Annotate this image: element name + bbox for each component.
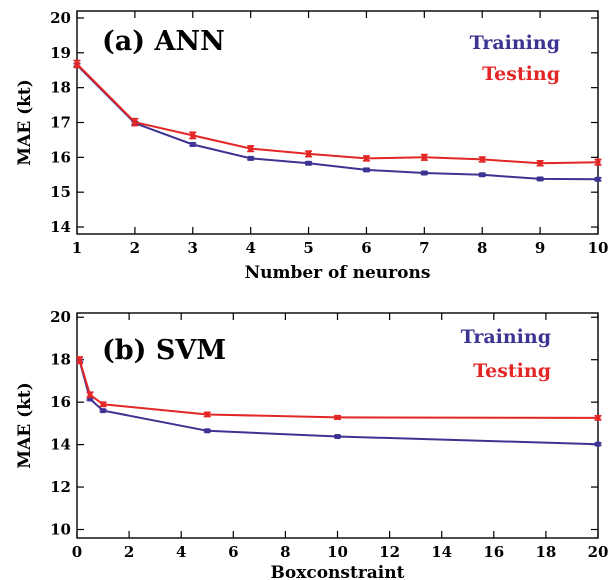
data-point-testing [363, 155, 369, 161]
x-tick-label: 6 [361, 239, 371, 257]
legend-training: Training [461, 326, 551, 348]
x-tick-label: 10 [327, 543, 348, 561]
x-tick-label: 3 [188, 239, 198, 257]
panel-svm: 0 2 4 6 8 10 12 14 16 18 20 10 12 14 16 18 20 (b) SVM Trai… [15, 308, 608, 580]
x-tick-label: 0 [72, 543, 82, 561]
x-tick-label: 4 [176, 543, 186, 561]
y-tick-label: 18 [50, 351, 71, 369]
data-point-training [537, 176, 543, 182]
data-point-testing [87, 392, 93, 398]
panel-title: (a) ANN [102, 26, 225, 57]
legend-training: Training [470, 32, 560, 54]
legend-testing: Testing [482, 63, 560, 85]
y-tick-label: 16 [50, 148, 71, 166]
x-tick-label: 12 [379, 543, 400, 561]
y-tick-label: 10 [50, 521, 71, 539]
series-line-testing [76, 63, 599, 165]
y-tick-label: 20 [50, 308, 71, 326]
data-point-training [421, 170, 427, 176]
data-point-testing [421, 154, 427, 160]
x-axis-title: Boxconstraint [271, 563, 405, 580]
data-point-training [363, 167, 369, 173]
data-point-testing [248, 146, 254, 152]
data-point-training [204, 428, 210, 434]
legend-testing: Testing [473, 360, 551, 382]
data-point-testing [595, 159, 601, 165]
y-tick-label: 18 [50, 79, 71, 97]
y-tick-label: 17 [50, 114, 71, 132]
data-point-testing [595, 415, 601, 421]
data-point-training [306, 160, 312, 166]
data-point-testing [204, 411, 210, 417]
data-point-testing [74, 61, 80, 67]
x-tick-label: 9 [535, 239, 545, 257]
data-point-training [335, 434, 340, 440]
x-tick-label: 8 [280, 543, 290, 561]
data-point-training [248, 155, 254, 161]
data-point-training [595, 176, 601, 182]
x-tick-label: 8 [477, 239, 487, 257]
data-point-training [190, 141, 196, 147]
data-point-testing [190, 132, 196, 138]
x-tick-label: 4 [245, 239, 255, 257]
panel-title: (b) SVM [102, 335, 226, 366]
data-point-testing [77, 357, 83, 363]
data-point-testing [335, 414, 340, 420]
y-tick-label: 19 [50, 44, 71, 62]
x-tick-label: 10 [588, 239, 609, 257]
data-point-testing [537, 160, 543, 166]
x-tick-label: 5 [303, 239, 313, 257]
panel-ann: 1 2 3 4 5 6 7 8 9 10 14 15 16 17 18 19 20 (a) ANN Training… [15, 9, 608, 283]
x-tick-label: 1 [72, 239, 82, 257]
series-line-training [76, 64, 599, 181]
y-tick-label: 14 [50, 218, 71, 236]
x-tick-label: 7 [419, 239, 429, 257]
x-tick-label: 20 [588, 543, 609, 561]
x-tick-label: 6 [228, 543, 238, 561]
y-tick-label: 16 [50, 393, 71, 411]
x-tick-label: 14 [431, 543, 452, 561]
data-point-testing [306, 151, 312, 157]
y-tick-label: 14 [50, 436, 71, 454]
x-tick-label: 2 [130, 239, 140, 257]
y-axis-title: MAE (kt) [15, 382, 35, 469]
data-point-testing [479, 156, 485, 162]
data-point-training [595, 441, 601, 447]
data-point-testing [100, 401, 106, 407]
data-point-training [479, 172, 485, 178]
y-tick-label: 15 [50, 183, 71, 201]
data-point-training [100, 408, 106, 414]
y-axis-title: MAE (kt) [15, 79, 35, 166]
data-point-training [87, 396, 93, 402]
x-tick-label: 16 [483, 543, 504, 561]
y-tick-label: 20 [50, 9, 71, 27]
x-axis-title: Number of neurons [245, 263, 431, 283]
series-line-testing [78, 359, 599, 419]
y-tick-label: 12 [50, 478, 71, 496]
data-point-testing [132, 119, 138, 125]
x-tick-label: 18 [535, 543, 556, 561]
x-tick-label: 2 [124, 543, 134, 561]
